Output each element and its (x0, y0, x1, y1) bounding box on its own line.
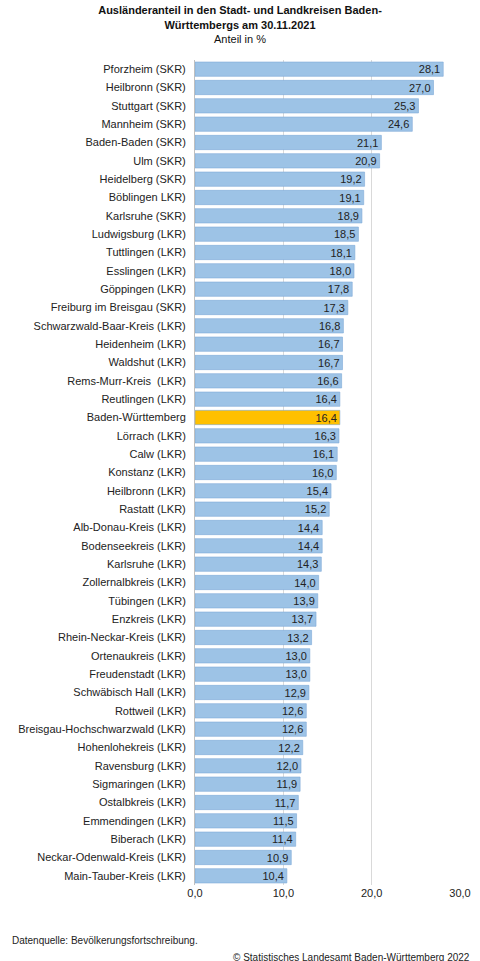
svg-text:Baden-Baden (SKR): Baden-Baden (SKR) (86, 136, 186, 148)
svg-text:Mannheim (SKR): Mannheim (SKR) (101, 118, 185, 130)
svg-text:Esslingen (LKR): Esslingen (LKR) (106, 265, 185, 277)
svg-text:Zollernalbkreis (LKR): Zollernalbkreis (LKR) (82, 576, 185, 588)
svg-text:24,6: 24,6 (388, 118, 409, 130)
svg-text:Bodenseekreis (LKR): Bodenseekreis (LKR) (81, 540, 186, 552)
svg-text:Ulm (SKR): Ulm (SKR) (133, 155, 186, 167)
svg-text:Alb-Donau-Kreis (LKR): Alb-Donau-Kreis (LKR) (73, 521, 185, 533)
svg-text:13,9: 13,9 (293, 595, 314, 607)
svg-text:Reutlingen (LKR): Reutlingen (LKR) (101, 393, 185, 405)
svg-text:Hohenlohekreis (LKR): Hohenlohekreis (LKR) (78, 741, 186, 753)
svg-text:13,7: 13,7 (292, 613, 313, 625)
svg-text:18,9: 18,9 (338, 210, 359, 222)
svg-text:12,0: 12,0 (277, 760, 298, 772)
svg-text:Lörrach (LKR): Lörrach (LKR) (117, 430, 186, 442)
svg-text:Ravensburg (LKR): Ravensburg (LKR) (95, 760, 186, 772)
svg-text:12,9: 12,9 (285, 687, 306, 699)
svg-text:Heidenheim (LKR): Heidenheim (LKR) (95, 338, 185, 350)
svg-text:21,1: 21,1 (357, 137, 378, 149)
svg-text:14,3: 14,3 (297, 558, 318, 570)
svg-text:17,8: 17,8 (328, 283, 349, 295)
svg-text:Rhein-Neckar-Kreis (LKR): Rhein-Neckar-Kreis (LKR) (58, 631, 186, 643)
svg-text:25,3: 25,3 (394, 100, 415, 112)
svg-text:Rottweil (LKR): Rottweil (LKR) (115, 705, 186, 717)
svg-text:16,4: 16,4 (315, 412, 336, 424)
svg-text:15,2: 15,2 (305, 503, 326, 515)
svg-text:18,1: 18,1 (330, 247, 351, 259)
svg-text:Schwäbisch Hall (LKR): Schwäbisch Hall (LKR) (73, 686, 185, 698)
svg-text:30,0: 30,0 (449, 887, 470, 899)
svg-text:0,0: 0,0 (187, 887, 202, 899)
svg-text:14,4: 14,4 (298, 540, 319, 552)
svg-text:20,9: 20,9 (355, 155, 376, 167)
svg-text:27,0: 27,0 (409, 82, 430, 94)
svg-text:Ausländeranteil in den Stadt-: Ausländeranteil in den Stadt- und Landkr… (98, 4, 382, 45)
svg-text:Tübingen (LKR): Tübingen (LKR) (108, 595, 186, 607)
svg-text:Ostalbkreis (LKR): Ostalbkreis (LKR) (99, 796, 186, 808)
svg-text:14,4: 14,4 (298, 522, 319, 534)
svg-text:Heilbronn (SKR): Heilbronn (SKR) (106, 81, 186, 93)
svg-text:Waldshut (LKR): Waldshut (LKR) (109, 356, 186, 368)
svg-text:Datenquelle: Bevölkerungsforts: Datenquelle: Bevölkerungsfortschreibung. (12, 935, 198, 946)
svg-text:13,2: 13,2 (287, 632, 308, 644)
svg-text:Konstanz (LKR): Konstanz (LKR) (108, 466, 186, 478)
svg-text:13,0: 13,0 (285, 668, 306, 680)
svg-text:© Statistisches Landesamt Bade: © Statistisches Landesamt Baden-Württemb… (233, 952, 470, 961)
svg-text:Schwarzwald-Baar-Kreis (LKR): Schwarzwald-Baar-Kreis (LKR) (34, 320, 186, 332)
svg-text:16,3: 16,3 (315, 430, 336, 442)
svg-text:Ortenaukreis (LKR): Ortenaukreis (LKR) (91, 650, 186, 662)
svg-text:11,9: 11,9 (277, 778, 298, 790)
svg-text:16,7: 16,7 (318, 357, 339, 369)
svg-text:17,3: 17,3 (323, 302, 344, 314)
svg-text:19,2: 19,2 (340, 173, 361, 185)
svg-text:Freiburg im Breisgau (SKR): Freiburg im Breisgau (SKR) (51, 301, 186, 313)
svg-text:10,0: 10,0 (273, 887, 294, 899)
svg-text:Böblingen LKR): Böblingen LKR) (109, 191, 186, 203)
svg-text:19,1: 19,1 (339, 192, 360, 204)
svg-text:10,9: 10,9 (267, 852, 288, 864)
svg-text:Emmendingen (LKR): Emmendingen (LKR) (83, 815, 186, 827)
svg-text:Breisgau-Hochschwarzwald (LKR): Breisgau-Hochschwarzwald (LKR) (18, 723, 186, 735)
svg-text:18,0: 18,0 (330, 265, 351, 277)
svg-text:Rastatt (LKR): Rastatt (LKR) (119, 503, 186, 515)
svg-text:16,0: 16,0 (312, 467, 333, 479)
svg-text:10,4: 10,4 (262, 870, 283, 882)
svg-text:16,1: 16,1 (313, 448, 334, 460)
svg-text:16,7: 16,7 (318, 338, 339, 350)
svg-text:Enzkreis (LKR): Enzkreis (LKR) (112, 613, 186, 625)
svg-text:Pforzheim (SKR): Pforzheim (SKR) (103, 63, 186, 75)
svg-text:13,0: 13,0 (285, 650, 306, 662)
svg-text:Karlsruhe (LKR): Karlsruhe (LKR) (107, 558, 186, 570)
svg-text:Rems-Murr-Kreis (LKR): Rems-Murr-Kreis (LKR) (67, 375, 186, 387)
svg-text:12,2: 12,2 (278, 742, 299, 754)
svg-text:Heilbronn (LKR): Heilbronn (LKR) (107, 485, 186, 497)
svg-text:Stuttgart (SKR): Stuttgart (SKR) (111, 100, 186, 112)
svg-text:Tuttlingen (LKR): Tuttlingen (LKR) (106, 246, 186, 258)
svg-text:Calw (LKR): Calw (LKR) (130, 448, 186, 460)
svg-text:11,7: 11,7 (275, 797, 296, 809)
svg-text:16,4: 16,4 (315, 393, 336, 405)
svg-text:14,0: 14,0 (294, 577, 315, 589)
svg-text:15,4: 15,4 (307, 485, 328, 497)
svg-text:Karlsruhe (SKR): Karlsruhe (SKR) (106, 210, 186, 222)
svg-text:28,1: 28,1 (419, 63, 440, 75)
svg-text:12,6: 12,6 (282, 705, 303, 717)
svg-text:Main-Tauber-Kreis (LKR): Main-Tauber-Kreis (LKR) (64, 870, 186, 882)
svg-text:11,4: 11,4 (272, 833, 293, 845)
svg-text:Heidelberg (SKR): Heidelberg (SKR) (100, 173, 186, 185)
svg-text:Ludwigsburg (LKR): Ludwigsburg (LKR) (92, 228, 186, 240)
svg-text:18,5: 18,5 (334, 228, 355, 240)
svg-text:16,8: 16,8 (319, 320, 340, 332)
svg-text:Freudenstadt (LKR): Freudenstadt (LKR) (89, 668, 186, 680)
svg-text:Baden-Württemberg: Baden-Württemberg (87, 411, 186, 423)
svg-text:Göppingen (LKR): Göppingen (LKR) (100, 283, 186, 295)
svg-text:16,6: 16,6 (317, 375, 338, 387)
svg-text:11,5: 11,5 (273, 815, 294, 827)
svg-text:12,6: 12,6 (282, 723, 303, 735)
svg-text:Neckar-Odenwald-Kreis (LKR): Neckar-Odenwald-Kreis (LKR) (37, 851, 186, 863)
svg-text:Sigmaringen (LKR): Sigmaringen (LKR) (92, 778, 186, 790)
svg-text:Biberach (LKR): Biberach (LKR) (111, 833, 186, 845)
svg-text:20,0: 20,0 (361, 887, 382, 899)
